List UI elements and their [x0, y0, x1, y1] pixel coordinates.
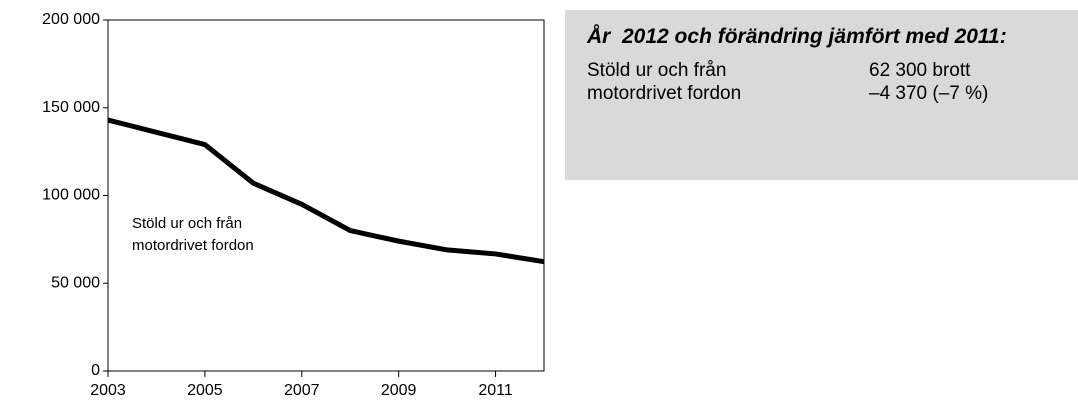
x-tick-label: 2007: [284, 382, 320, 399]
y-tick-label: 100 000: [42, 187, 100, 204]
panel-row: Stöld ur och från 62 300 brott: [587, 59, 1078, 82]
y-tick-label: 200 000: [42, 11, 100, 28]
annotation: motordrivet fordon: [132, 237, 254, 254]
y-tick-label: 150 000: [42, 99, 100, 116]
row-value: 62 300 brott: [869, 60, 971, 81]
y-tick-label: 50 000: [51, 274, 100, 291]
row-value: –4 370 (–7 %): [869, 83, 989, 104]
panel-row: motordrivet fordon –4 370 (–7 %): [587, 82, 1078, 105]
x-tick-label: 2009: [381, 382, 417, 399]
x-tick-label: 2003: [90, 382, 126, 399]
plot-frame: [107, 19, 545, 372]
y-tick-label: 0: [91, 362, 100, 379]
panel-title: År 2012 och förändring jämfört med 2011:: [587, 25, 1007, 48]
data-line: [107, 117, 545, 265]
x-tick-label: 2011: [478, 382, 513, 399]
row-label: motordrivet fordon: [587, 83, 742, 104]
chart: 0 50 000 100 000 150 000 200 000 2003 2005 2007…: [42, 11, 545, 399]
x-tick-label: 2005: [187, 382, 223, 399]
row-label: Stöld ur och från: [587, 60, 727, 81]
annotation: Stöld ur och från: [132, 215, 242, 232]
summary-panel: År 2012 och förändring jämfört med 2011:…: [565, 10, 1078, 180]
